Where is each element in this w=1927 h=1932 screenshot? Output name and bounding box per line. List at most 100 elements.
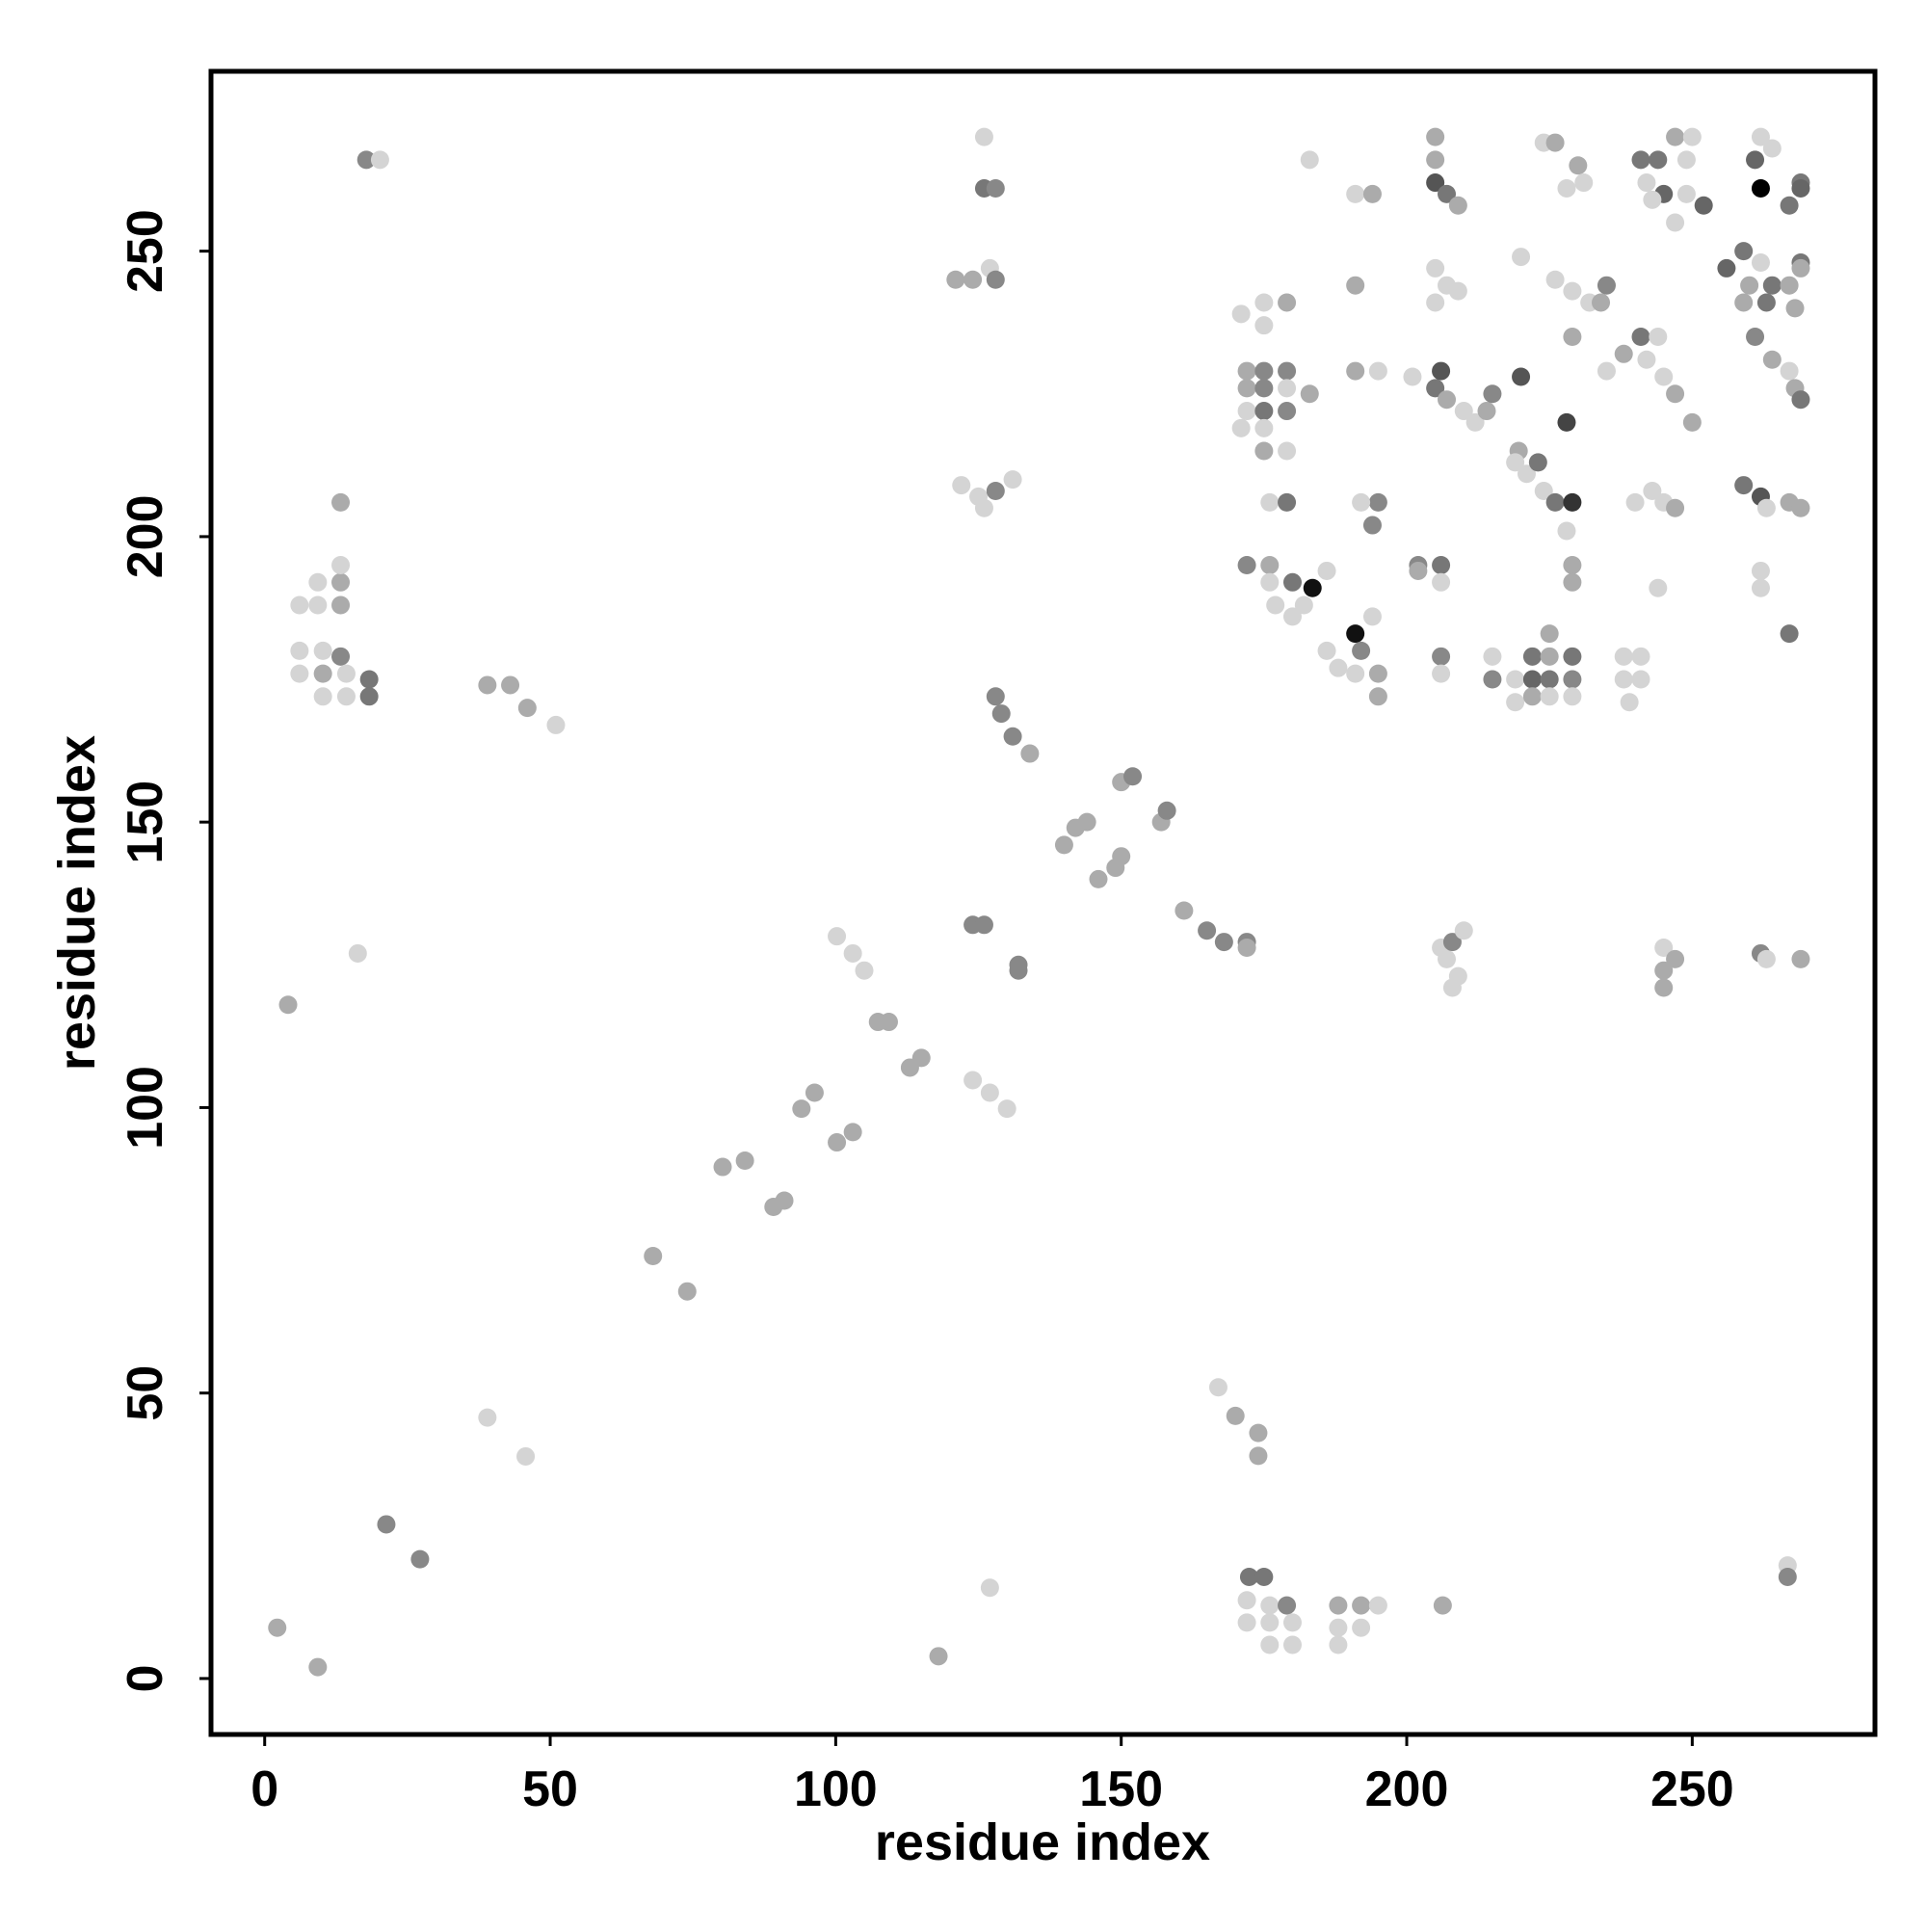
point [1403, 367, 1422, 386]
point [1666, 213, 1685, 232]
x-tick-label: 150 [1079, 1761, 1163, 1817]
point [290, 664, 309, 683]
point [1352, 1618, 1371, 1637]
point [356, 150, 376, 170]
point [1054, 835, 1073, 855]
point [1346, 664, 1365, 683]
point [1569, 156, 1588, 175]
point [1260, 572, 1280, 592]
point [331, 572, 351, 592]
point [986, 178, 1005, 198]
point [1346, 624, 1365, 644]
point [1649, 578, 1668, 597]
point [1368, 1596, 1387, 1615]
point [1003, 470, 1022, 490]
x-tick-label: 50 [522, 1761, 578, 1817]
point [331, 647, 351, 666]
point [1278, 361, 1297, 381]
point [986, 687, 1005, 706]
point [1003, 727, 1022, 746]
point [1282, 607, 1302, 626]
x-tick-label: 0 [251, 1761, 278, 1817]
point [1483, 384, 1502, 404]
point [1506, 670, 1525, 689]
point [1438, 184, 1457, 203]
point [1676, 184, 1696, 203]
point [1260, 1596, 1280, 1615]
x-tick-label: 250 [1650, 1761, 1734, 1817]
point [313, 664, 332, 683]
point [911, 1048, 931, 1068]
point [1465, 412, 1485, 432]
point [517, 699, 537, 718]
point [1254, 441, 1274, 461]
point [1426, 127, 1445, 146]
point [1563, 328, 1582, 347]
point [1614, 670, 1633, 689]
point [986, 481, 1005, 500]
point [313, 687, 332, 706]
point [516, 1446, 536, 1466]
point [644, 1246, 663, 1265]
y-tick-label: 250 [118, 209, 173, 293]
point [1254, 293, 1274, 312]
point [1329, 1635, 1348, 1654]
point [1254, 361, 1274, 381]
point [1368, 361, 1387, 381]
point [1426, 173, 1445, 193]
point [1329, 1596, 1348, 1615]
point [677, 1282, 697, 1301]
point [828, 927, 847, 946]
point [377, 1515, 396, 1534]
point [1346, 276, 1365, 295]
plot-frame [208, 68, 1878, 1737]
point [1756, 498, 1776, 517]
point [1540, 687, 1559, 706]
point [1791, 178, 1810, 198]
point [1300, 150, 1319, 170]
point [1534, 481, 1553, 500]
point [1791, 949, 1810, 968]
point [1506, 693, 1525, 712]
y-tick-label: 200 [118, 495, 173, 579]
point [1237, 379, 1256, 398]
point [1300, 384, 1319, 404]
point [997, 1099, 1016, 1119]
point [1426, 258, 1445, 278]
point [1294, 595, 1313, 615]
point [1734, 293, 1754, 312]
point [1614, 344, 1633, 363]
point [1237, 361, 1256, 381]
point [1477, 402, 1496, 421]
point [1329, 1618, 1348, 1637]
point [1454, 402, 1473, 421]
point [1780, 624, 1799, 644]
point [1734, 242, 1754, 261]
point [1483, 670, 1502, 689]
point [1563, 492, 1582, 512]
point [1249, 1423, 1268, 1442]
point [1654, 939, 1674, 958]
point [1751, 127, 1770, 146]
point [1432, 572, 1451, 592]
point [1448, 281, 1467, 301]
point [1157, 801, 1176, 820]
point [1746, 150, 1765, 170]
point [1631, 670, 1650, 689]
point [1637, 350, 1656, 369]
point [1666, 127, 1685, 146]
point [1563, 687, 1582, 706]
point [1254, 418, 1274, 437]
point [410, 1549, 430, 1569]
point [735, 1151, 754, 1171]
point [1540, 670, 1559, 689]
y-axis-label: residue index [48, 735, 106, 1071]
point [1654, 978, 1674, 997]
point [828, 1133, 847, 1152]
point [1237, 556, 1256, 575]
point [1175, 901, 1194, 920]
point [1643, 190, 1662, 209]
point [1574, 173, 1594, 193]
